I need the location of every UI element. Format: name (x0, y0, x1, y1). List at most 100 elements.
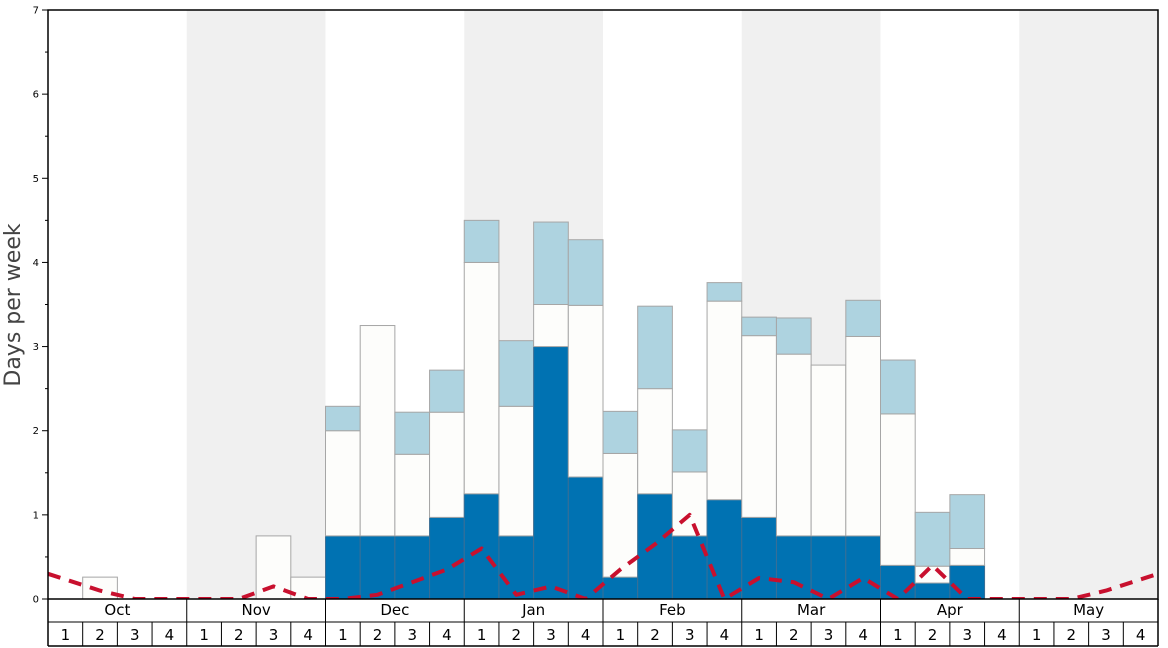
month-band-nov (186, 10, 326, 599)
month-label: May (1073, 601, 1104, 619)
y-tick-label: 3 (33, 342, 39, 353)
bar-segment (394, 453, 431, 537)
bar-segment (463, 493, 500, 600)
month-label: Dec (380, 601, 409, 619)
bar-segment (845, 335, 881, 537)
y-tick-label: 1 (33, 510, 39, 521)
bar-segment (429, 369, 465, 413)
week-label: 2 (650, 626, 660, 644)
bar-segment (429, 411, 465, 518)
week-label: 1 (199, 626, 209, 644)
bar-segment (498, 340, 535, 407)
week-label: 2 (373, 626, 383, 644)
bar-segment (914, 582, 951, 600)
week-label: 1 (754, 626, 764, 644)
month-label: Feb (659, 601, 686, 619)
bar-segment (359, 325, 396, 537)
week-label: 3 (685, 626, 695, 644)
bar-segment (671, 429, 708, 473)
bar-segment (602, 576, 639, 600)
week-label: 4 (720, 626, 730, 644)
bar-segment (845, 535, 881, 600)
bar-segment (741, 516, 777, 600)
bar-segment (533, 304, 569, 348)
week-label: 1 (1032, 626, 1042, 644)
week-label: 1 (616, 626, 626, 644)
y-tick-label: 6 (33, 90, 39, 101)
bar-segment (845, 299, 881, 337)
bar-segment (949, 494, 986, 550)
trend-line (47, 512, 1159, 601)
week-label: 4 (303, 626, 313, 644)
bars (82, 219, 986, 600)
week-label: 4 (442, 626, 452, 644)
week-label: 3 (546, 626, 556, 644)
month-band-oct (48, 10, 187, 599)
bar-segment (637, 305, 673, 390)
month-label: Nov (241, 601, 270, 619)
bar-segment (775, 353, 812, 537)
bar-segment (498, 405, 535, 537)
y-tick-label: 0 (33, 595, 39, 606)
bar-segment (880, 359, 916, 415)
week-label: 2 (95, 626, 105, 644)
y-axis: 0 1 2 3 4 5 6 7 (33, 6, 48, 606)
bar-segment (637, 388, 673, 495)
bar-segment (325, 430, 361, 537)
week-label: 4 (1136, 626, 1146, 644)
trend-line-layer (47, 512, 1159, 601)
plot-frame (47, 9, 1159, 600)
bar-segment (880, 413, 916, 566)
bar-segment (533, 221, 569, 305)
week-label: 4 (165, 626, 175, 644)
week-label: 2 (789, 626, 799, 644)
week-label: 1 (61, 626, 71, 644)
bar-segment (463, 219, 500, 263)
y-tick-label: 7 (33, 6, 39, 17)
bar-segment (567, 476, 604, 600)
week-label: 1 (893, 626, 903, 644)
bar-segment (463, 261, 500, 495)
bar-segment (567, 304, 604, 478)
month-band-may (1019, 10, 1158, 599)
bar-segment (671, 471, 708, 537)
bar-segment (567, 239, 604, 306)
week-label: 2 (512, 626, 522, 644)
bar-segment (498, 535, 535, 600)
bar-segment (325, 535, 361, 600)
bar-segment (741, 335, 777, 518)
bar-segment (880, 564, 916, 600)
week-label: 3 (269, 626, 279, 644)
y-tick-label: 2 (33, 426, 39, 437)
week-label: 3 (962, 626, 972, 644)
week-label: 3 (1101, 626, 1111, 644)
bar-segment (394, 535, 431, 600)
y-tick-label: 4 (33, 258, 39, 269)
y-tick-label: 5 (33, 174, 39, 185)
bar-segment (706, 282, 743, 302)
bar-segment (775, 317, 812, 355)
week-label: 3 (130, 626, 140, 644)
bar-segment (949, 564, 986, 600)
week-label: 3 (407, 626, 417, 644)
bar-segment (325, 405, 361, 432)
bar-segment (82, 576, 118, 600)
month-label: Oct (104, 601, 130, 619)
week-label: 2 (1067, 626, 1077, 644)
bar-segment (602, 410, 639, 454)
bar-segment (359, 535, 396, 600)
week-label: 2 (928, 626, 938, 644)
week-label: 1 (477, 626, 487, 644)
bar-segment (394, 411, 431, 455)
bar-segment (706, 499, 743, 600)
x-axis: Oct 1 2 3 4 Nov 1 2 3 4 Dec 1 2 3 4 Jan 1 2 3 4 Feb 1 2 3 4 Mar 1 2… (47, 599, 1159, 647)
week-label: 4 (581, 626, 591, 644)
bar-segment (949, 548, 986, 566)
month-label: Mar (797, 601, 826, 619)
bar-segment (741, 316, 777, 337)
bar-segment (290, 576, 326, 600)
bar-segment (706, 300, 743, 501)
month-label: Apr (937, 601, 964, 619)
week-label: 4 (997, 626, 1007, 644)
